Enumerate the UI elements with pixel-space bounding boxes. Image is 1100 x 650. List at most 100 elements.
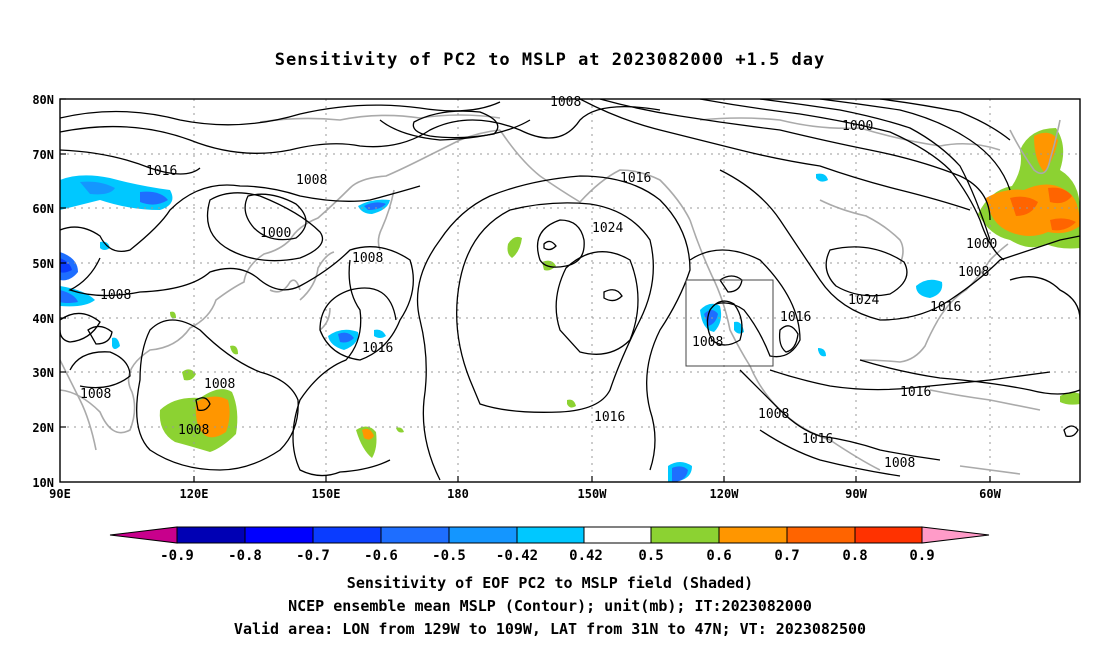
contour-line <box>379 119 531 141</box>
contour-line <box>292 259 391 477</box>
coastline-canada-arctic <box>699 117 1001 151</box>
caption-line-1: Sensitivity of EOF PC2 to MSLP field (Sh… <box>346 574 754 592</box>
lat-label: 50N <box>32 257 54 271</box>
contour-label: 1008 <box>884 456 915 471</box>
contour-label: 1024 <box>592 221 623 236</box>
contour-line <box>825 246 908 297</box>
contour-label: 1008 <box>758 407 789 422</box>
colorbar-label: 0.42 <box>569 548 603 564</box>
colorbar-swatch <box>312 526 382 544</box>
shaded-layer <box>60 128 1080 482</box>
longitude-labels: 90E 120E 150E 180 150W 120W 90W 60W <box>49 487 1001 501</box>
contour-line <box>879 99 1011 141</box>
caption-line-3: Valid area: LON from 129W to 109W, LAT f… <box>233 620 867 638</box>
colorbar-swatch <box>854 526 923 544</box>
contour-line <box>603 289 623 302</box>
contour-line <box>819 99 1011 191</box>
lat-label: 80N <box>32 93 54 107</box>
lon-label: 150E <box>312 487 341 501</box>
colorbar-swatch <box>583 526 652 544</box>
shade-green-region <box>182 369 196 381</box>
shade-orange-region <box>1010 196 1038 216</box>
contour-line <box>244 193 307 241</box>
contour-line <box>60 106 661 154</box>
coastline-japan <box>299 251 335 331</box>
shade-orange-region <box>1050 218 1076 231</box>
mslp-contours <box>60 99 1080 481</box>
caption-line-2: NCEP ensemble mean MSLP (Contour); unit(… <box>288 597 812 615</box>
colorbar-swatch <box>786 526 856 544</box>
contour-line <box>759 99 991 241</box>
contour-label: 1024 <box>848 293 879 308</box>
lon-label: 180 <box>447 487 469 501</box>
lat-label: 40N <box>32 312 54 326</box>
colorbar-swatch <box>650 526 720 544</box>
contour-line <box>60 149 201 175</box>
shade-blue-region <box>672 466 688 482</box>
contour-label: 1016 <box>900 385 931 400</box>
colorbar-label: 0.5 <box>638 548 663 564</box>
shade-blue-region <box>80 181 115 195</box>
shade-green-region <box>542 260 556 271</box>
contour-line <box>579 99 971 211</box>
contour-label: 1008 <box>178 423 209 438</box>
contour-line <box>599 99 991 221</box>
contour-line <box>68 246 414 361</box>
contour-line <box>543 240 557 251</box>
coastline-asia <box>60 129 501 434</box>
axis-ticks <box>60 98 991 482</box>
colorbar: -0.9 -0.8 -0.7 -0.6 -0.5 -0.42 0.42 0.5 … <box>109 526 990 564</box>
colorbar-right-triangle <box>921 526 990 544</box>
contour-line <box>60 312 101 343</box>
contour-label: 1008 <box>296 173 327 188</box>
gridlines <box>60 99 1080 482</box>
colorbar-label: 0.6 <box>706 548 731 564</box>
shade-green-region <box>396 427 404 433</box>
colorbar-label: -0.9 <box>160 548 194 564</box>
colorbar-left-triangle <box>109 526 178 544</box>
contour-line <box>719 275 743 293</box>
contour-line <box>60 101 501 126</box>
shade-orange-region <box>1048 187 1072 204</box>
lon-label: 120E <box>180 487 209 501</box>
contour-label: 1008 <box>958 265 989 280</box>
valid-area-box <box>685 279 774 367</box>
coastline-korea <box>269 279 301 293</box>
contour-line <box>699 99 1005 261</box>
colorbar-label: -0.6 <box>364 548 398 564</box>
contour-line <box>536 219 585 268</box>
coastline-alaska <box>499 129 691 221</box>
colorbar-swatch <box>176 526 246 544</box>
contour-labels: 1008 1016 1008 1000 1008 1008 1016 1016 … <box>80 95 997 471</box>
shade-blue-region <box>338 332 354 343</box>
colorbar-swatch <box>244 526 314 544</box>
contour-line <box>859 359 1080 395</box>
colorbar-label: -0.5 <box>432 548 466 564</box>
contour-label: 1008 <box>100 288 131 303</box>
contour-label: 1008 <box>550 95 581 110</box>
colorbar-label: 0.7 <box>774 548 799 564</box>
contour-line <box>555 251 639 355</box>
shade-green-region <box>507 236 522 258</box>
contour-line <box>778 325 799 353</box>
contour-label: 1000 <box>842 119 873 134</box>
coastline-kamchatka <box>377 189 395 251</box>
lon-label: 150W <box>578 487 608 501</box>
shade-green-region <box>567 399 576 408</box>
contour-label: 1008 <box>80 387 111 402</box>
shade-orange-region <box>362 428 374 440</box>
contour-line <box>412 110 499 139</box>
latitude-labels: 80N 70N 60N 50N 40N 30N 20N 10N <box>32 93 54 490</box>
lat-label: 20N <box>32 421 54 435</box>
figure-title: Sensitivity of PC2 to MSLP at 2023082000… <box>274 50 826 70</box>
contour-line <box>739 369 941 461</box>
shade-orange-region <box>1034 132 1058 172</box>
contour-line <box>136 319 299 471</box>
contour-label: 1008 <box>352 251 383 266</box>
contour-label: 1008 <box>692 335 723 350</box>
lon-label: 120W <box>710 487 740 501</box>
contour-label: 1008 <box>204 377 235 392</box>
contour-label: 1016 <box>620 171 651 186</box>
contour-line <box>719 169 1080 321</box>
